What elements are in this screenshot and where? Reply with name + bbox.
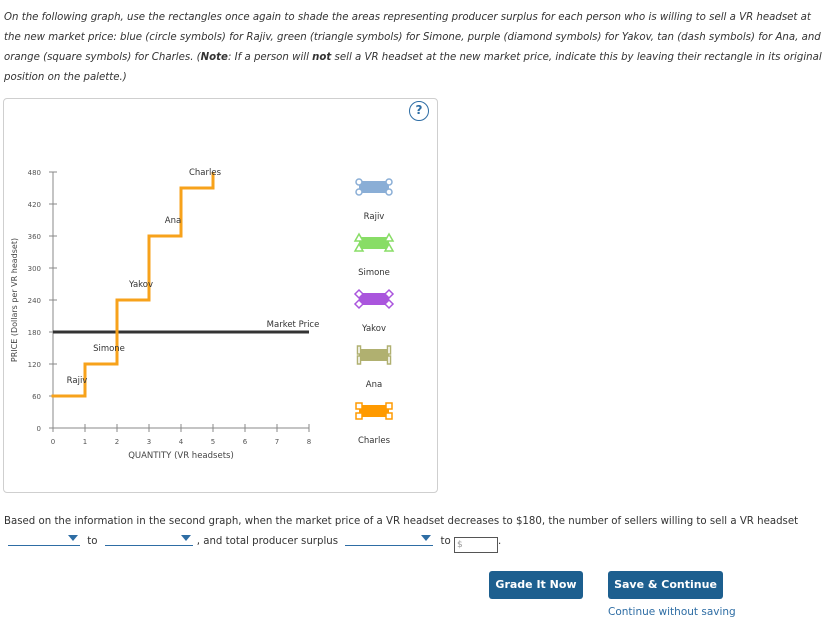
surplus-amount-input[interactable]: $ bbox=[454, 537, 499, 553]
dash-icon bbox=[386, 345, 392, 355]
chevron-down-icon bbox=[180, 535, 191, 541]
surplus-direction-dropdown[interactable] bbox=[345, 533, 434, 546]
grade-it-now-button[interactable]: Grade It Now bbox=[489, 571, 583, 599]
y-tick-label: 60 bbox=[32, 393, 41, 401]
x-tick-label: 2 bbox=[115, 438, 119, 446]
diamond-icon bbox=[383, 298, 395, 310]
instructions: On the following graph, use the rectangl… bbox=[4, 8, 824, 88]
palette-label: Yakov bbox=[361, 324, 386, 334]
square-icon bbox=[355, 412, 363, 420]
palette-rectangle bbox=[359, 181, 389, 193]
triangle-icon bbox=[383, 242, 395, 252]
chevron-down-icon bbox=[421, 535, 432, 541]
palette-rectangle bbox=[359, 293, 389, 305]
circle-icon bbox=[385, 178, 393, 186]
chart-marks: Market Price Rajiv Simone Yakov Ana Charles bbox=[51, 168, 320, 398]
seller-label-rajiv: Rajiv bbox=[67, 376, 88, 386]
x-axis-label: QUANTITY (VR headsets) bbox=[128, 451, 234, 461]
palette-rectangle bbox=[359, 349, 389, 361]
dash-icon bbox=[386, 355, 392, 365]
palette-item-simone[interactable]: Simone bbox=[353, 232, 395, 278]
y-tick-label: 420 bbox=[28, 201, 41, 209]
square-icon bbox=[355, 402, 363, 410]
y-tick-label: 480 bbox=[28, 169, 41, 177]
seller-label-charles: Charles bbox=[189, 168, 222, 178]
sellers-to-dropdown[interactable] bbox=[104, 533, 193, 546]
palette-label: Charles bbox=[358, 436, 391, 446]
instructions-text-1: On the following graph, use the rectangl… bbox=[4, 12, 821, 63]
y-tick-label: 300 bbox=[28, 265, 41, 273]
market-price-label: Market Price bbox=[267, 320, 320, 330]
palette-rectangle bbox=[359, 405, 389, 417]
to-label-1: to bbox=[87, 536, 98, 547]
x-tick-label: 5 bbox=[211, 438, 215, 446]
seller-label-ana: Ana bbox=[165, 216, 181, 226]
triangle-icon bbox=[353, 242, 365, 252]
x-tick-label: 8 bbox=[307, 438, 311, 446]
sellers-from-dropdown[interactable] bbox=[8, 533, 80, 546]
instructions-text-2: : If a person will bbox=[227, 52, 313, 63]
save-and-continue-button[interactable]: Save & Continue bbox=[608, 571, 723, 599]
x-tick-label: 4 bbox=[179, 438, 184, 446]
y-tick-label: 120 bbox=[28, 361, 41, 369]
period: . bbox=[498, 536, 502, 547]
palette-item-charles[interactable]: Charles bbox=[355, 402, 393, 446]
palette-item-yakov[interactable]: Yakov bbox=[353, 288, 395, 334]
palette: Rajiv Simone Yakov Ana Charles bbox=[353, 178, 395, 446]
palette-rectangle bbox=[359, 237, 389, 249]
diamond-icon bbox=[383, 288, 395, 300]
x-tick-label: 6 bbox=[243, 438, 248, 446]
square-icon bbox=[385, 402, 393, 410]
not-word: not bbox=[312, 52, 332, 63]
circle-icon bbox=[385, 188, 393, 196]
y-tick-label: 360 bbox=[28, 233, 41, 241]
y-tick-label: 240 bbox=[28, 297, 41, 305]
x-tick-label: 1 bbox=[83, 438, 87, 446]
seller-label-simone: Simone bbox=[93, 344, 125, 354]
palette-label: Simone bbox=[358, 268, 390, 278]
y-tick-label: 0 bbox=[37, 425, 41, 433]
diamond-icon bbox=[353, 288, 365, 300]
palette-item-rajiv[interactable]: Rajiv bbox=[355, 178, 393, 222]
diamond-icon bbox=[353, 298, 365, 310]
x-tick-label: 7 bbox=[275, 438, 279, 446]
supply-chart: 0 60 120 180 240 300 360 420 480 0 1 2 3 4 5 6 7 8 QUANTIT… bbox=[10, 168, 395, 461]
continue-without-saving-link[interactable]: Continue without saving bbox=[608, 606, 736, 618]
question-text-1: Based on the information in the second g… bbox=[4, 516, 799, 527]
to-label-2: to bbox=[440, 536, 451, 547]
seller-label-yakov: Yakov bbox=[128, 280, 153, 290]
question: Based on the information in the second g… bbox=[4, 512, 824, 553]
question-text-2: , and total producer surplus bbox=[196, 536, 339, 547]
instructions-text-3: sell a VR headset at the new market pric… bbox=[4, 52, 822, 83]
dash-icon bbox=[356, 345, 362, 355]
x-tick-label: 3 bbox=[147, 438, 151, 446]
triangle-icon bbox=[353, 232, 365, 242]
chevron-down-icon bbox=[68, 535, 78, 541]
circle-icon bbox=[355, 178, 363, 186]
y-axis-label: PRICE (Dollars per VR headset) bbox=[10, 238, 19, 362]
note-label: Note bbox=[200, 52, 228, 63]
y-tick-label: 180 bbox=[28, 329, 41, 337]
triangle-icon bbox=[383, 232, 395, 242]
square-icon bbox=[385, 412, 393, 420]
dash-icon bbox=[356, 355, 362, 365]
help-button[interactable]: ? bbox=[409, 101, 429, 121]
chart-axes: 0 60 120 180 240 300 360 420 480 0 1 2 3 4 5 6 7 8 QUANTIT… bbox=[10, 169, 311, 461]
palette-label: Rajiv bbox=[364, 212, 385, 222]
circle-icon bbox=[355, 188, 363, 196]
palette-item-ana[interactable]: Ana bbox=[356, 345, 392, 390]
palette-label: Ana bbox=[366, 380, 382, 390]
x-tick-label: 0 bbox=[51, 438, 55, 446]
